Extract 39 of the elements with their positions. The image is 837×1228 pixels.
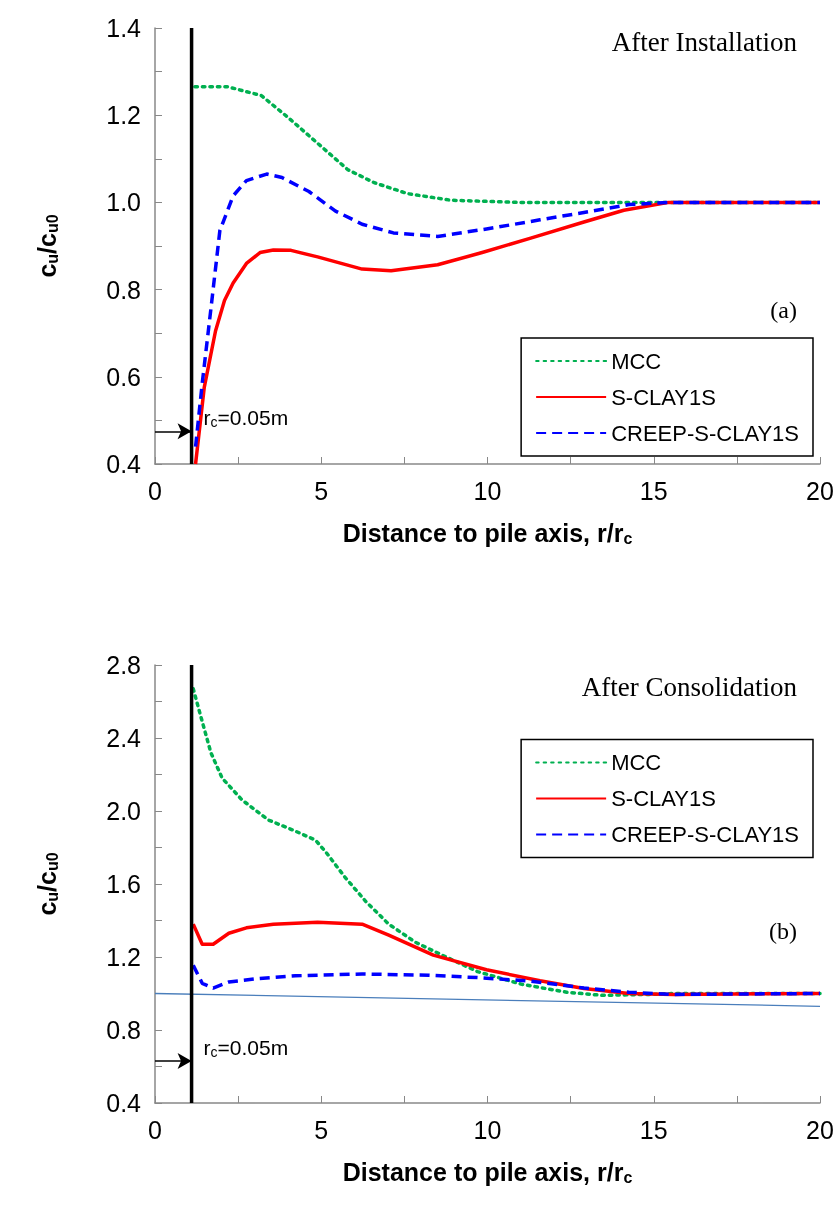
legend-label: S-CLAY1S	[611, 785, 716, 811]
line-series	[191, 963, 822, 997]
y-tick-label: 1.0	[106, 188, 141, 217]
y-axis-title: cu/cu0	[32, 214, 61, 278]
y-tick-label: 1.2	[106, 943, 141, 971]
x-axis-title: Distance to pile axis, r/rc	[342, 1157, 633, 1186]
y-tick-label: 2.4	[106, 724, 142, 752]
y-tick-label: 0.4	[106, 450, 142, 478]
x-tick-label: 15	[639, 1115, 668, 1144]
y-tick-label: 1.6	[106, 870, 141, 898]
legend-label: CREEP-S-CLAY1S	[611, 420, 799, 446]
legend-label: MCC	[611, 749, 662, 775]
x-tick-label: 20	[806, 476, 834, 505]
x-tick-label: 15	[639, 476, 668, 505]
y-tick-label: 2.0	[106, 797, 141, 825]
y-tick-label: 0.6	[106, 362, 141, 391]
x-tick-label: 0	[148, 1115, 162, 1144]
y-tick-label: 1.2	[106, 101, 141, 130]
y-tick-label: 0.8	[106, 275, 141, 304]
x-tick-label: 10	[473, 476, 502, 505]
x-tick-label: 5	[314, 1115, 329, 1144]
y-tick-label: 2.8	[106, 651, 141, 679]
annotation: (a)	[770, 297, 797, 324]
line-series	[193, 172, 822, 449]
x-tick-label: 10	[473, 1115, 502, 1144]
y-tick-label: 1.4	[106, 14, 142, 42]
legend-label: S-CLAY1S	[611, 384, 716, 410]
annotation: After Installation	[611, 26, 798, 57]
legend-label: MCC	[611, 348, 662, 374]
x-tick-label: 0	[148, 476, 162, 505]
x-axis-title: Distance to pile axis, r/rc	[342, 518, 633, 547]
annotation: (b)	[769, 918, 797, 945]
y-tick-label: 0.8	[106, 1016, 141, 1044]
x-tick-label: 20	[806, 1115, 834, 1144]
x-tick-label: 5	[314, 476, 329, 505]
y-axis-title: cu/cu0	[32, 852, 61, 916]
y-tick-label: 0.4	[106, 1089, 142, 1117]
annotation: After Consolidation	[581, 672, 798, 703]
legend-label: CREEP-S-CLAY1S	[611, 821, 799, 847]
